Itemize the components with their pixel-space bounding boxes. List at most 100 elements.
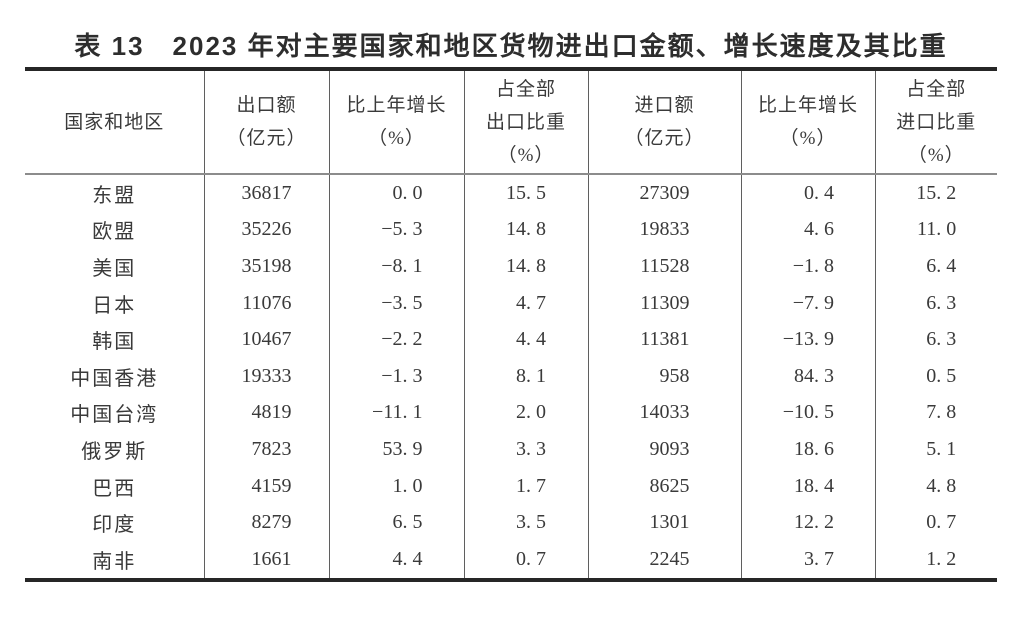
import-share-value: 0. 7 [926,511,957,534]
import-share-value: 0. 5 [926,364,957,387]
cell-export-growth: −1. 3 [328,357,464,395]
cell-import-growth: 4. 6 [740,211,875,249]
import-share-value: 7. 8 [926,401,957,424]
import-growth-value: −10. 5 [782,401,834,424]
import-share-value: 6. 4 [926,254,957,277]
import-share-value: 6. 3 [926,328,957,351]
cell-import-amount: 19833 [587,211,741,249]
export-amount-value: 8279 [251,511,292,534]
cell-export-amount: 35226 [203,211,329,249]
cell-export-amount: 7823 [203,431,329,468]
import-share-value: 15. 2 [916,181,957,204]
cell-export-amount: 35198 [203,248,329,285]
cell-import-growth: 18. 6 [740,431,875,468]
cell-export-growth: −2. 2 [328,321,464,358]
table-row: 俄罗斯 7823 53. 9 3. 3 9093 18. 6 5. 1 [25,431,997,468]
cell-import-share: 5. 1 [874,431,997,468]
export-share-value: 8. 1 [516,364,546,387]
export-share-value: 4. 7 [516,291,546,314]
export-share-value: 1. 7 [516,474,546,497]
cell-region: 南非 [92,550,137,573]
export-share-value: 14. 8 [506,218,546,241]
export-share-value: 14. 8 [506,254,546,277]
export-growth-value: 53. 9 [382,437,423,460]
col-header-import-share: 占全部 进口比重 （%） [874,69,997,175]
cell-export-amount: 4819 [203,394,329,432]
cell-import-growth: 84. 3 [740,357,875,395]
import-amount-value: 11381 [640,328,690,351]
cell-region: 韩国 [92,331,137,354]
table-row: 韩国 10467 −2. 2 4. 4 11381 −13. 9 6. 3 [25,321,997,358]
import-share-value: 5. 1 [926,437,957,460]
cell-export-share: 3. 3 [463,431,588,468]
cell-export-amount: 36817 [203,174,329,212]
import-growth-value: 84. 3 [794,364,834,387]
cell-export-growth: 4. 4 [328,540,464,580]
cell-export-growth: 6. 5 [328,504,464,541]
cell-export-amount: 11076 [203,284,329,322]
cell-region: 日本 [92,294,137,317]
cell-import-share: 0. 7 [874,504,997,541]
cell-export-growth: −5. 3 [328,211,464,249]
export-share-value: 0. 7 [516,547,546,570]
import-amount-value: 19833 [639,218,690,241]
import-amount-value: 2245 [649,547,690,570]
cell-region: 印度 [92,514,137,537]
export-share-value: 2. 0 [516,401,546,424]
cell-export-growth: 0. 0 [328,174,464,212]
cell-import-growth: −13. 9 [740,321,875,358]
col-header-import-amount: 进口额 （亿元） [587,69,741,175]
cell-export-share: 3. 5 [463,504,588,541]
export-growth-value: −11. 1 [371,401,423,424]
cell-import-amount: 11528 [587,248,741,285]
col-header-export-share: 占全部 出口比重 （%） [463,69,588,175]
cell-export-share: 2. 0 [463,394,588,432]
import-growth-value: 18. 4 [794,474,834,497]
export-amount-value: 7823 [251,437,292,460]
export-amount-value: 10467 [241,328,292,351]
cell-import-amount: 958 [587,357,741,395]
import-share-value: 4. 8 [926,474,957,497]
cell-export-growth: −8. 1 [328,248,464,285]
export-share-value: 3. 3 [516,437,546,460]
export-share-value: 15. 5 [506,181,546,204]
import-amount-value: 958 [659,364,690,387]
export-growth-value: 1. 0 [392,474,423,497]
cell-region: 俄罗斯 [81,440,148,463]
import-amount-value: 1301 [649,511,690,534]
cell-region: 美国 [92,257,137,280]
cell-import-amount: 27309 [587,174,741,212]
table-row: 中国台湾 4819 −11. 1 2. 0 14033 −10. 5 7. 8 [25,394,997,432]
cell-region: 中国台湾 [70,404,159,427]
export-amount-value: 35226 [241,218,292,241]
cell-import-share: 7. 8 [874,394,997,432]
cell-import-growth: −10. 5 [740,394,875,432]
cell-export-growth: 53. 9 [328,431,464,468]
trade-table: 国家和地区 出口额 （亿元） 比上年增长 （%） 占全部 出口比重 （%） 进口… [25,67,997,582]
cell-import-amount: 11309 [587,284,741,322]
import-growth-value: −13. 9 [782,328,834,351]
cell-import-growth: 3. 7 [740,540,875,580]
export-amount-value: 35198 [241,254,292,277]
cell-import-share: 6. 3 [874,321,997,358]
table-row: 中国香港 19333 −1. 3 8. 1 958 84. 3 0. 5 [25,357,997,395]
export-growth-value: −3. 5 [381,291,423,314]
table-header: 国家和地区 出口额 （亿元） 比上年增长 （%） 占全部 出口比重 （%） 进口… [25,69,997,175]
export-amount-value: 19333 [241,364,292,387]
table-row: 巴西 4159 1. 0 1. 7 8625 18. 4 4. 8 [25,467,997,505]
cell-export-share: 4. 4 [463,321,588,358]
export-share-value: 3. 5 [516,511,546,534]
export-amount-value: 1661 [251,547,292,570]
cell-export-share: 4. 7 [463,284,588,322]
table-row: 日本 11076 −3. 5 4. 7 11309 −7. 9 6. 3 [25,284,997,322]
col-header-export-amount: 出口额 （亿元） [203,69,329,175]
cell-import-amount: 1301 [587,504,741,541]
export-share-value: 4. 4 [516,328,546,351]
cell-import-amount: 14033 [587,394,741,432]
export-growth-value: −2. 2 [381,328,423,351]
cell-export-growth: 1. 0 [328,467,464,505]
export-growth-value: −8. 1 [381,254,423,277]
cell-region: 中国香港 [70,367,159,390]
import-share-value: 11. 0 [916,218,957,241]
